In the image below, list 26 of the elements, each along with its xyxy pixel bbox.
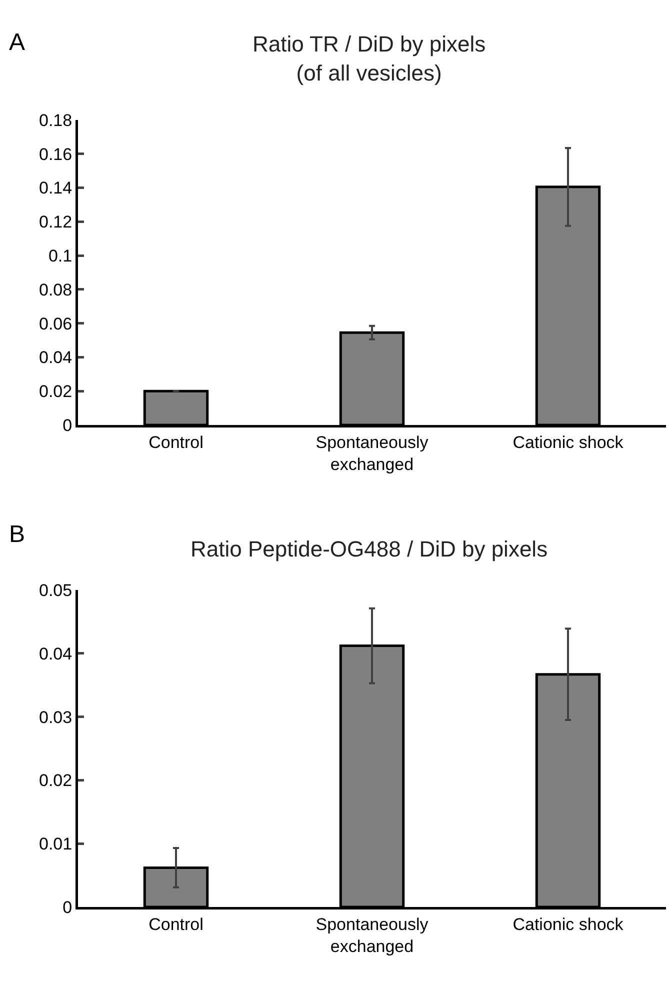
x-tick-label: Cationic shock [512,914,624,934]
y-tick-label: 0.02 [39,382,72,402]
y-tick-label: 0.04 [39,348,72,368]
chart-title: Ratio Peptide-OG488 / DiD by pixels [190,536,548,562]
y-tick-label: 0.05 [39,580,72,600]
y-tick-label: 0 [62,416,72,435]
text: A [9,29,26,56]
y-tick-label: 0.16 [39,144,72,164]
y-tick-label: 0.12 [39,212,72,232]
x-tick-label: Cationic shock [512,432,624,452]
y-tick-label: 0.03 [39,708,72,727]
y-tick-label: 0.06 [39,314,72,334]
y-tick-label: 0 [62,898,72,917]
y-tick-label: 0.02 [39,771,72,790]
chart-title: Ratio TR / DiD by pixels (of all vesicles) [252,32,486,86]
x-tick-label: Control [148,914,204,934]
y-tick-label: 0.18 [39,110,72,130]
text: B [9,521,26,548]
x-tick-label: Spontaneously exchanged [316,432,429,474]
y-tick-label: 0.04 [39,644,72,664]
x-tick-label: Spontaneously exchanged [316,914,429,956]
y-tick-label: 0.1 [48,246,72,266]
y-tick-label: 0.08 [39,280,72,300]
y-tick-label: 0.01 [39,834,72,854]
y-tick-label: 0.14 [39,178,72,198]
x-tick-label: Control [148,432,204,452]
